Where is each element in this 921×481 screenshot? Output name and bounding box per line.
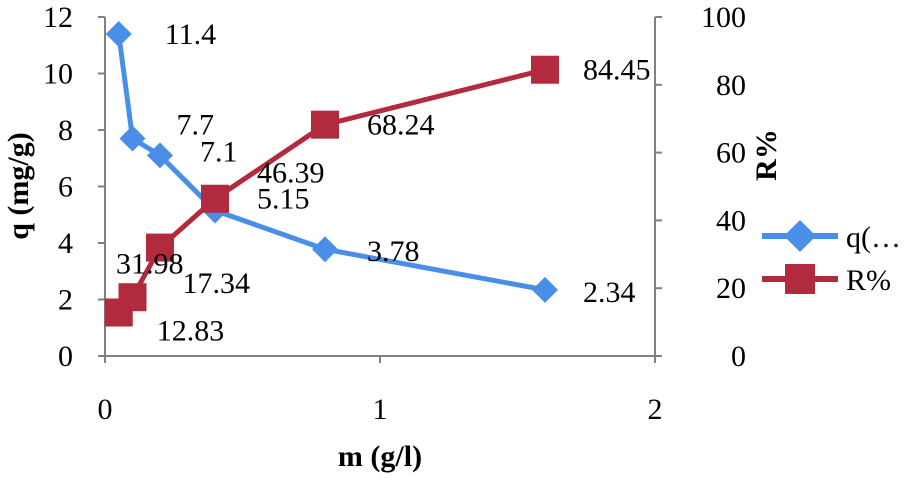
data-label-q: 7.7 <box>177 108 215 141</box>
point-q <box>119 125 146 152</box>
data-label-r: 31.98 <box>116 248 184 281</box>
legend-swatch-q-marker <box>784 220 816 252</box>
y-tick-label: 8 <box>58 114 73 147</box>
y2-tick-label: 80 <box>716 69 746 102</box>
y-axis-title: q (mg/g) <box>2 132 35 240</box>
legend-swatch-r-marker <box>785 264 815 294</box>
point-q <box>532 276 558 303</box>
data-label-q: 11.4 <box>165 18 216 51</box>
data-label-q: 7.1 <box>200 135 238 168</box>
y2-tick-label: 20 <box>716 272 746 305</box>
y-tick-label: 12 <box>43 1 73 34</box>
data-label-r: 17.34 <box>183 267 251 300</box>
point-q <box>312 236 338 263</box>
x-tick-label: 0 <box>98 393 113 426</box>
y2-tick-label: 40 <box>716 204 746 237</box>
legend-entry-q: q(… <box>762 220 901 254</box>
series-line-q <box>116 33 546 293</box>
data-label-r: 12.83 <box>157 315 225 348</box>
y2-axis-title: R% <box>750 129 783 181</box>
y2-tick-label: 0 <box>731 340 746 373</box>
data-label-q: 2.34 <box>583 276 636 309</box>
data-label-r: 46.39 <box>257 157 325 190</box>
data-label-q: 3.78 <box>367 235 420 268</box>
data-label-r: 68.24 <box>367 109 435 142</box>
point-q <box>105 20 132 47</box>
point-r <box>531 55 559 84</box>
y-tick-label: 10 <box>43 58 73 91</box>
data-label-r: 84.45 <box>583 54 651 87</box>
point-q <box>147 142 173 169</box>
point-r <box>201 184 229 213</box>
y2-tick-label: 100 <box>701 1 746 34</box>
point-r <box>118 283 147 312</box>
legend-label-r: R% <box>846 264 891 297</box>
legend: q(… R% <box>762 220 901 297</box>
y2-tick-label: 60 <box>716 137 746 170</box>
legend-label-q: q(… <box>846 221 901 254</box>
x-axis-title: m (g/l) <box>338 440 422 473</box>
data-label-q: 5.15 <box>257 183 310 216</box>
y-tick-label: 0 <box>58 340 73 373</box>
x-tick-label: 2 <box>648 393 663 426</box>
y-tick-label: 4 <box>58 227 73 260</box>
x-tick-label: 1 <box>373 393 388 426</box>
legend-entry-r: R% <box>762 264 891 297</box>
y-tick-label: 2 <box>58 284 73 317</box>
y-tick-label: 6 <box>58 171 73 204</box>
point-r <box>146 233 174 262</box>
point-r <box>311 110 339 139</box>
markers <box>104 20 559 327</box>
